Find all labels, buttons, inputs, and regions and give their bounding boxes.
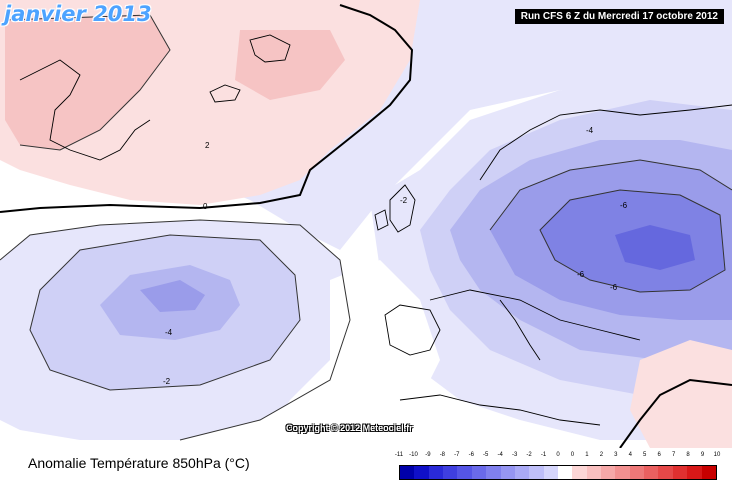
legend-swatch [644,466,659,479]
contour-labels: -4 -2 2 0 -4 -6 -6 -6 -2 [163,126,628,386]
legend-tick-label: -4 [497,452,503,458]
run-info-badge: Run CFS 6 Z du Mercredi 17 octobre 2012 [514,9,724,24]
legend-swatch [428,466,444,479]
legend-swatch [672,466,688,479]
coast-italy [499,299,541,361]
legend-tick-label: 5 [643,452,647,458]
legend-tick-label: -2 [526,452,532,458]
legend-tick-label: -3 [511,452,518,458]
legend-swatch [586,466,602,479]
contour-label-eur-2: -2 [400,196,408,205]
legend-swatch [500,466,515,479]
contour-label-atl-4: -4 [165,328,173,337]
legend-swatch [514,466,530,479]
variable-label: Anomalie Température 850hPa (°C) [28,455,250,471]
legend-swatch [701,466,716,479]
legend-tick-label: -8 [439,452,446,458]
legend-tick-label: 1 [585,452,589,458]
legend-swatch [471,466,487,479]
zero-isoline-north [0,4,414,213]
legend-tick-label: -6 [468,452,474,458]
contour-label-eur-6b: -6 [577,270,585,279]
color-legend: -11 -10 -9 -8 -7 -6 -5 -4 -3 -2 -1 0 0 1 2 3 4 5 6 7 8 9 10 [395,452,720,484]
legend-swatch [687,466,702,479]
legend-tick-label: 9 [700,452,705,458]
coast-svalbard [249,34,291,63]
coast-med [429,289,641,341]
legend-swatch [414,466,429,479]
isoline-minus6-europe [539,189,726,293]
contour-label-eur-6a: -6 [620,201,628,210]
isoline-minus2-atlantic [0,219,351,441]
coast-greenland [19,59,151,161]
isoline-minus4-europe [489,159,732,231]
coastlines [19,34,732,426]
legend-swatches [399,465,717,480]
legend-swatch [457,466,472,479]
isoline-minus4-atlantic [29,234,301,391]
legend-swatch [486,466,501,479]
legend-swatch [601,466,616,479]
legend-swatch [443,466,458,479]
legend-tick-label: -7 [454,452,460,458]
warm-region-africa [630,340,732,448]
legend-tick-label: 10 [713,452,721,458]
legend-swatch [629,466,645,479]
anomaly-map: -4 -2 2 0 -4 -6 -6 -6 -2 [0,0,732,448]
contour-label-zero: 0 [203,202,208,211]
legend-tick-label: 4 [628,452,632,458]
coast-africa [399,394,601,426]
coast-iberia [384,304,441,356]
legend-tick-label: -11 [394,452,404,458]
legend-swatch [658,466,673,479]
warm-core-iceland [235,30,345,100]
neutral-south [260,260,440,448]
cold-cell-atlantic-4 [140,280,205,312]
legend-tick-label: -10 [409,452,418,458]
legend-tick-label: 3 [614,452,618,458]
legend-swatch [572,466,587,479]
legend-tick-label: 7 [671,452,676,458]
legend-tick-label: -9 [425,452,431,458]
cold-region-europe-6 [615,225,695,270]
legend-tick-label: -1 [540,452,547,458]
contour-label-atl-2: -2 [163,377,171,386]
legend-swatch [557,466,573,479]
warm-core-greenland [5,15,170,150]
legend-tick-label: -5 [483,452,489,458]
legend-tick-label: 8 [686,452,690,458]
legend-tick-label: 2 [599,452,604,458]
legend-swatch [400,466,415,479]
legend-swatch [529,466,544,479]
legend-swatch [615,466,630,479]
legend-tick-label: 6 [657,452,661,458]
isoline-2-greenland [4,14,171,151]
contour-label-green-2: 2 [205,141,210,150]
legend-ticks: -11 -10 -9 -8 -7 -6 -5 -4 -3 -2 -1 0 0 1 2 3 4 5 6 7 8 9 10 [395,452,720,464]
copyright-text: Copyright © 2012 Meteociel.fr [286,423,413,433]
contour-label-eur-6c: -6 [610,283,618,292]
map-title: janvier 2013 [4,2,152,26]
coast-ireland [374,209,389,231]
coast-iceland [209,84,241,103]
contour-label-eur-4: -4 [586,126,594,135]
legend-swatch [543,466,558,479]
coast-scandinavia [479,104,732,181]
legend-tick-label: 0 [570,452,575,458]
zero-isoline-east [619,378,732,448]
coast-uk [389,184,416,233]
legend-tick-label: 0 [556,452,560,458]
